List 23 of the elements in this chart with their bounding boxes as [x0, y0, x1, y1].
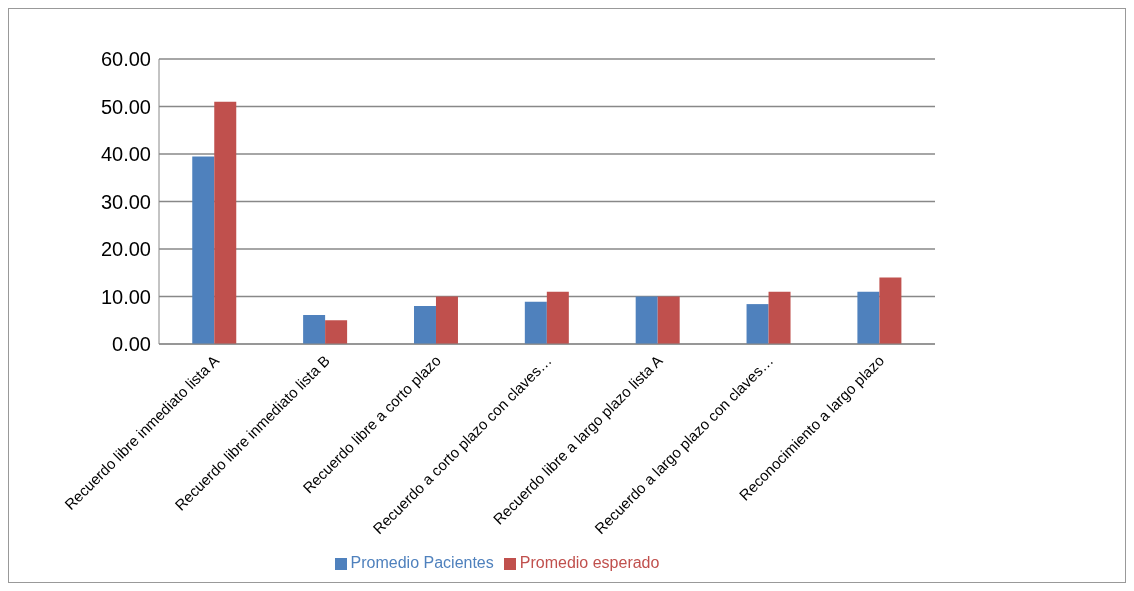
y-tick-label: 60.00 — [100, 48, 151, 71]
bar — [746, 304, 769, 344]
bar — [768, 291, 791, 344]
bar — [546, 291, 569, 344]
bar — [879, 277, 902, 344]
bar — [524, 301, 547, 344]
y-tick-label: 40.00 — [100, 143, 151, 166]
bar — [435, 296, 458, 344]
bar — [635, 296, 658, 344]
legend-label: Promedio esperado — [519, 554, 660, 571]
bar — [303, 315, 326, 344]
legend-label: Promedio Pacientes — [350, 554, 494, 571]
y-tick-label: 50.00 — [100, 95, 151, 118]
bar — [657, 296, 680, 344]
bar — [214, 101, 237, 344]
bar — [192, 156, 215, 344]
y-tick-label: 30.00 — [100, 190, 151, 213]
y-tick-label: 0.00 — [112, 333, 151, 356]
bar — [325, 320, 348, 344]
bar — [857, 291, 880, 344]
bar — [413, 306, 436, 344]
y-tick-label: 20.00 — [100, 238, 151, 261]
y-tick-label: 10.00 — [100, 285, 151, 308]
